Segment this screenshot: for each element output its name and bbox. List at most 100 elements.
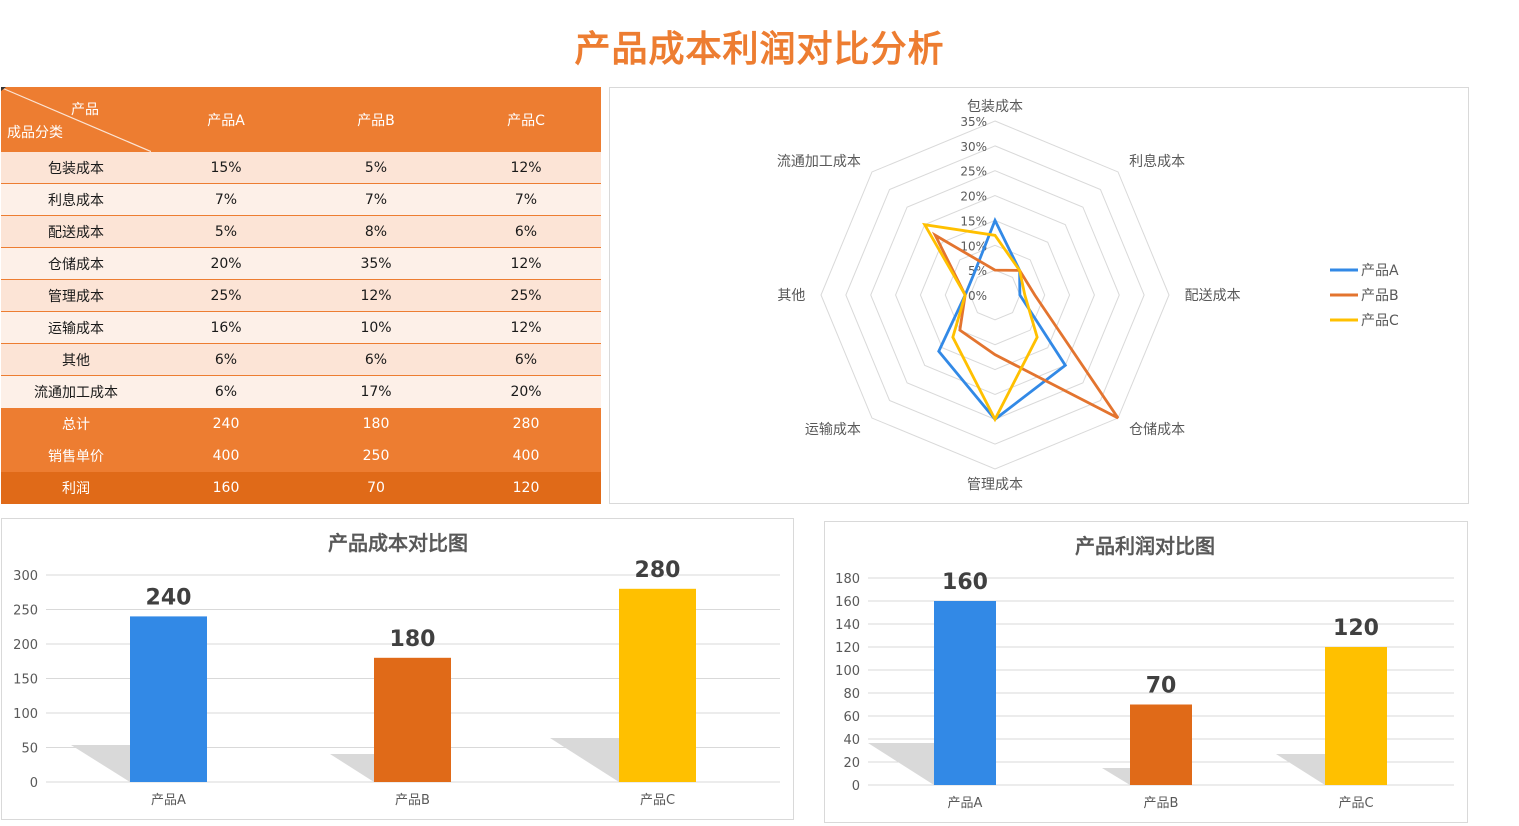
- radar-tick-label: 0%: [968, 289, 987, 303]
- y-tick-label: 250: [13, 604, 38, 619]
- bar-产品C: [1325, 647, 1387, 785]
- cell-product-b: 8%: [364, 223, 388, 240]
- radar-grid-ring: [870, 170, 1120, 420]
- bar-shadow: [550, 738, 619, 782]
- cell-product-b: 180: [362, 416, 390, 432]
- radar-tick-label: 25%: [960, 165, 987, 179]
- bar-data-label: 120: [1333, 616, 1379, 641]
- bar-产品B: [374, 657, 451, 782]
- cell-product-a: 16%: [210, 319, 242, 336]
- x-category-label: 产品B: [1144, 796, 1179, 811]
- row-label: 包装成本: [48, 160, 104, 177]
- y-tick-label: 140: [835, 618, 860, 633]
- y-tick-label: 40: [843, 733, 860, 748]
- cell-product-b: 7%: [364, 191, 388, 208]
- cell-product-b: 12%: [360, 287, 392, 304]
- row-label: 总计: [62, 417, 90, 433]
- y-tick-label: 50: [21, 742, 38, 757]
- cell-product-c: 12%: [510, 159, 542, 176]
- bar-shadow: [71, 745, 130, 782]
- totals-row: 总计 240 180 280: [1, 408, 601, 440]
- bar-产品A: [934, 601, 996, 785]
- bar-shadow: [1276, 754, 1325, 785]
- legend-label: 产品A: [1361, 263, 1399, 279]
- cost-bar-chart-panel: 产品成本对比图 0 50 100 150 200 250 300 240 产品A 180 产品B 280…: [1, 518, 794, 820]
- column-header: 产品A: [207, 112, 245, 129]
- cell-product-a: 400: [212, 448, 240, 464]
- legend-label: 产品B: [1361, 288, 1399, 304]
- radar-grid-ring: [845, 145, 1145, 445]
- row-label: 流通加工成本: [34, 385, 118, 401]
- legend-item: 产品C: [1330, 313, 1399, 329]
- row-label: 销售单价: [48, 449, 104, 465]
- table-row: 其他 6% 6% 6%: [1, 344, 601, 376]
- radar-series-产品C: [922, 222, 1039, 423]
- row-label: 管理成本: [48, 288, 104, 305]
- legend-item: 产品B: [1330, 288, 1399, 304]
- legend-label: 产品C: [1361, 313, 1399, 329]
- corner-label-category: 成品分类: [7, 125, 63, 141]
- bar-data-label: 240: [146, 585, 192, 610]
- cell-product-a: 7%: [214, 191, 238, 208]
- y-tick-label: 100: [835, 664, 860, 679]
- y-tick-label: 100: [13, 707, 38, 722]
- cell-product-c: 12%: [510, 255, 542, 272]
- radar-series-产品B: [931, 231, 1120, 420]
- cell-product-a: 25%: [210, 287, 242, 304]
- chart-title: 产品利润对比图: [1075, 534, 1215, 558]
- radar-chart-panel: 0% 5% 10% 15% 20% 25% 30% 35% 包装成本 利息成本 配送成本 仓储成本 管理…: [609, 87, 1469, 504]
- radar-tick-label: 20%: [960, 190, 987, 204]
- cell-product-c: 7%: [514, 191, 538, 208]
- radar-axis-label: 管理成本: [967, 477, 1023, 493]
- cell-product-c: 12%: [510, 319, 542, 336]
- bar-shadow: [330, 754, 374, 782]
- table-row: 利息成本 7% 7% 7%: [1, 184, 601, 216]
- cell-product-a: 20%: [210, 255, 242, 272]
- cell-product-c: 20%: [510, 384, 542, 400]
- cell-product-a: 6%: [214, 384, 238, 400]
- radar-grid-ring: [820, 120, 1170, 470]
- cell-product-b: 70: [367, 480, 385, 496]
- y-tick-label: 20: [843, 756, 860, 771]
- radar-tick-label: 10%: [960, 239, 987, 253]
- cell-product-c: 25%: [510, 287, 542, 304]
- row-label: 利润: [62, 481, 90, 497]
- cell-product-b: 5%: [364, 159, 388, 176]
- table-row: 仓储成本 20% 35% 12%: [1, 248, 601, 280]
- cell-product-c: 120: [512, 480, 540, 496]
- x-category-label: 产品B: [395, 793, 430, 808]
- profit-bar-chart: 产品利润对比图 0 20 40 60 80 100 120 140 160 180 160 产品A 70 产…: [835, 534, 1454, 811]
- bar-产品B: [1130, 704, 1192, 785]
- y-tick-label: 0: [852, 779, 860, 794]
- radar-tick-label: 35%: [960, 115, 987, 129]
- y-tick-label: 200: [13, 638, 38, 653]
- table-row: 流通加工成本 6% 17% 20%: [1, 376, 601, 408]
- y-tick-label: 180: [835, 572, 860, 587]
- table-row: 管理成本 25% 12% 25%: [1, 280, 601, 312]
- radar-axis-label: 运输成本: [805, 422, 861, 438]
- cell-product-a: 6%: [214, 351, 238, 368]
- radar-axis-label: 流通加工成本: [777, 154, 861, 170]
- row-label: 仓储成本: [48, 256, 104, 273]
- x-category-label: 产品A: [948, 796, 983, 811]
- page-title: 产品成本利润对比分析: [574, 29, 945, 70]
- cell-product-c: 6%: [514, 223, 538, 240]
- cost-table: 产品 成品分类 产品A 产品B 产品C 包装成本 15% 5% 12% 利息成本…: [1, 87, 601, 504]
- cell-product-a: 160: [212, 480, 240, 496]
- y-tick-label: 150: [13, 673, 38, 688]
- cell-product-a: 5%: [214, 223, 238, 240]
- column-header: 产品B: [357, 112, 395, 129]
- table-row: 包装成本 15% 5% 12%: [1, 152, 601, 184]
- x-category-label: 产品C: [1338, 796, 1373, 811]
- chart-title: 产品成本对比图: [328, 531, 468, 555]
- bar-data-label: 280: [635, 558, 681, 583]
- radar-tick-label: 15%: [960, 214, 987, 228]
- profit-row: 利润 160 70 120: [1, 472, 601, 504]
- totals-row: 销售单价 400 250 400: [1, 440, 601, 472]
- row-label: 利息成本: [48, 192, 104, 209]
- bar-data-label: 70: [1146, 674, 1177, 699]
- radar-axis-label: 包装成本: [967, 99, 1023, 115]
- cell-product-b: 10%: [360, 319, 392, 336]
- row-label: 其他: [62, 352, 90, 369]
- profit-bar-chart-panel: 产品利润对比图 0 20 40 60 80 100 120 140 160 180 160 产品A 70 产…: [824, 521, 1468, 823]
